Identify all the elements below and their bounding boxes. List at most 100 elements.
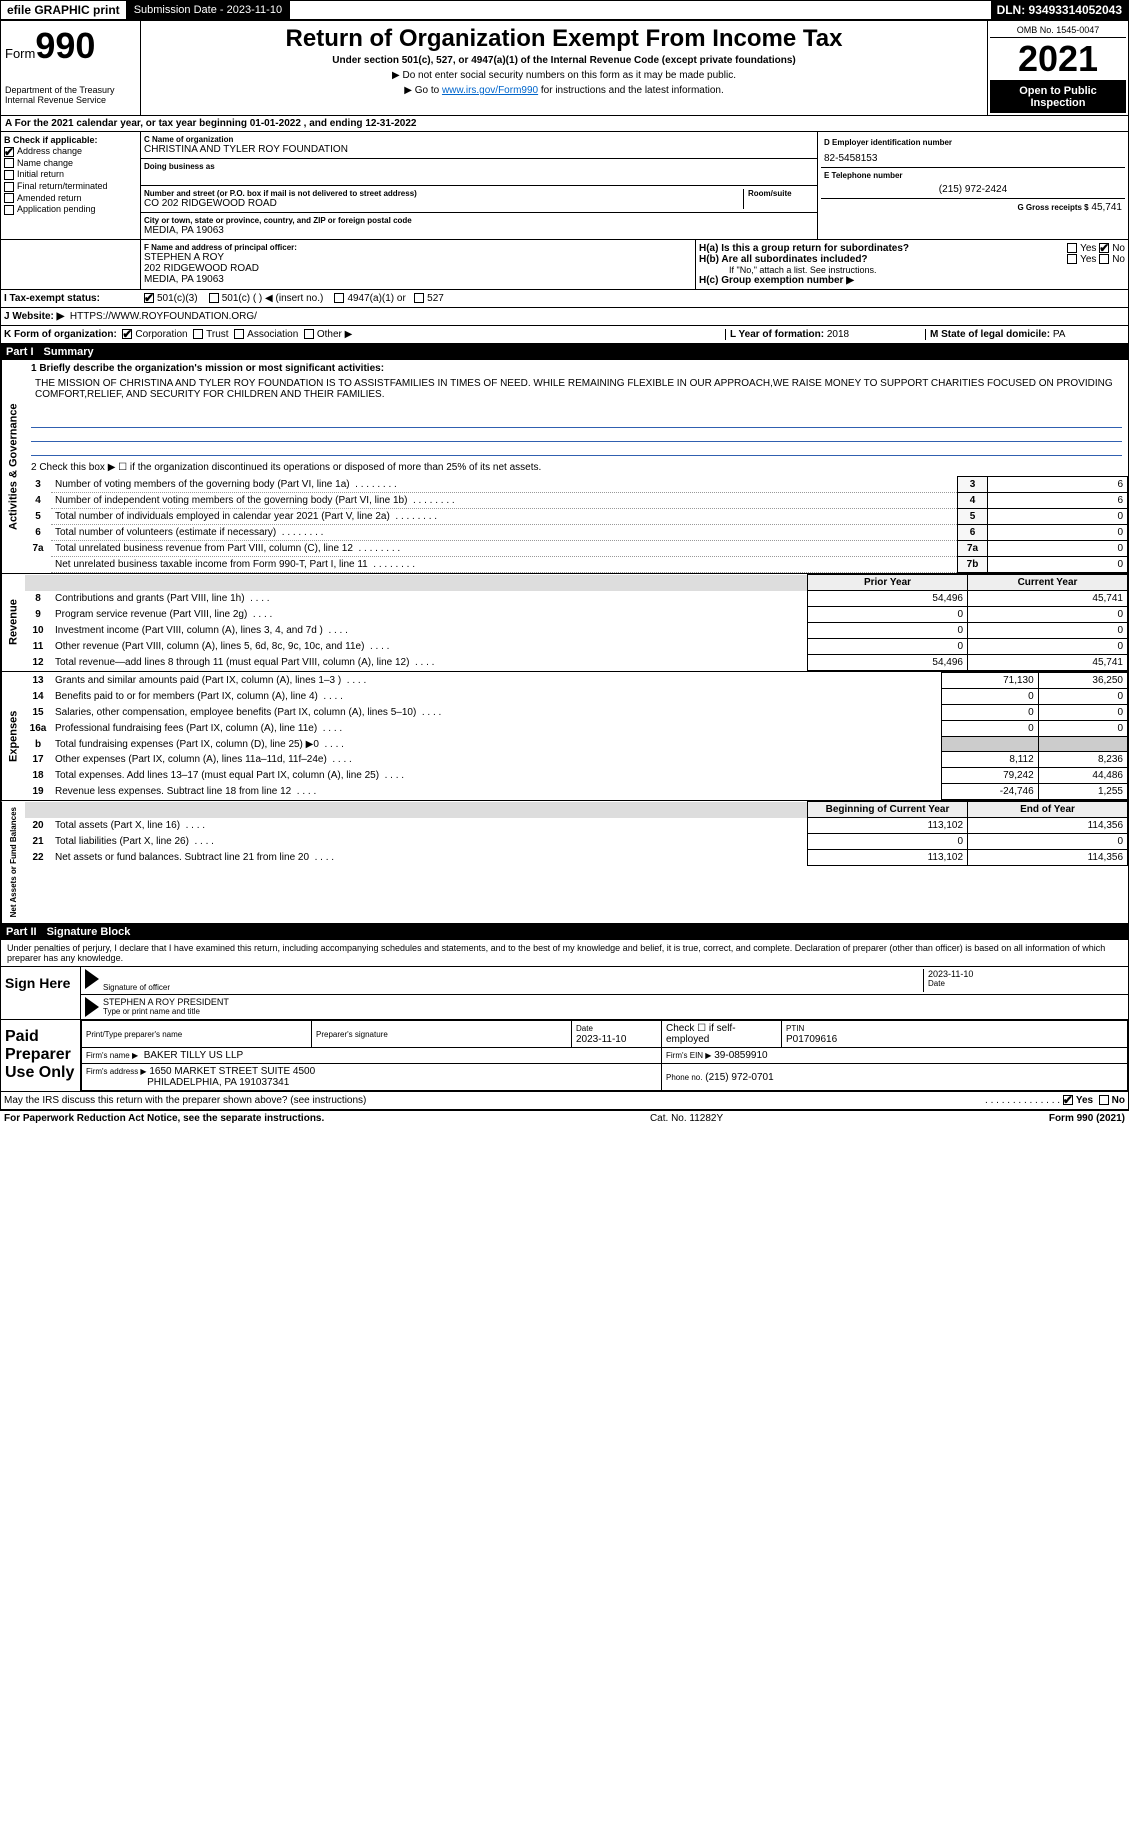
domicile-state: PA <box>1053 329 1066 340</box>
website-value: HTTPS://WWW.ROYFOUNDATION.ORG/ <box>70 311 257 322</box>
side-expenses: Expenses <box>1 672 25 800</box>
sig-date: 2023-11-10 <box>928 969 1124 979</box>
ha-yes-checkbox[interactable] <box>1067 243 1077 253</box>
may-irs-row: May the IRS discuss this return with the… <box>0 1092 1129 1110</box>
omb-number: OMB No. 1545-0047 <box>990 23 1126 38</box>
sig-officer-label: Signature of officer <box>103 983 923 992</box>
netassets-table: Beginning of Current YearEnd of Year20To… <box>25 801 1128 866</box>
submission-date: Submission Date - 2023-11-10 <box>126 1 290 19</box>
part-1-num: Part I <box>6 346 34 358</box>
phone-value: (215) 972-0701 <box>705 1072 773 1083</box>
no-label: No <box>1112 243 1125 254</box>
yes-label: Yes <box>1080 243 1096 254</box>
prep-name-label: Print/Type preparer's name <box>86 1030 182 1039</box>
h-a: H(a) Is this a group return for subordin… <box>699 243 1125 254</box>
may-irs-text: May the IRS discuss this return with the… <box>4 1095 985 1106</box>
form-990-num: 990 <box>35 25 95 66</box>
gross-value: 45,741 <box>1091 202 1122 213</box>
irs-link[interactable]: www.irs.gov/Form990 <box>442 85 538 96</box>
paid-preparer-label: Paid Preparer Use Only <box>1 1020 81 1091</box>
firm-ein: 39-0859910 <box>714 1050 767 1061</box>
firm-addr2: PHILADELPHIA, PA 191037341 <box>147 1077 289 1088</box>
block-b-title: B Check if applicable: <box>4 135 137 145</box>
footer-mid: Cat. No. 11282Y <box>650 1113 723 1124</box>
ptin-value: P01709616 <box>786 1034 837 1045</box>
org-city: MEDIA, PA 19063 <box>144 225 814 236</box>
part-1-title: Summary <box>44 346 94 358</box>
dept-label: Department of the Treasury <box>5 85 136 95</box>
ha-no-checkbox[interactable] <box>1099 243 1109 253</box>
officer-row: F Name and address of principal officer:… <box>0 240 1129 290</box>
h-a-text: H(a) Is this a group return for subordin… <box>699 243 909 254</box>
prep-date: 2023-11-10 <box>576 1034 626 1045</box>
paid-preparer-block: Paid Preparer Use Only Print/Type prepar… <box>0 1020 1129 1092</box>
hb-yes-checkbox[interactable] <box>1067 254 1077 264</box>
dln-label: DLN: 93493314052043 <box>991 1 1128 19</box>
form-number: Form990 <box>5 25 136 67</box>
527-checkbox[interactable] <box>414 293 424 303</box>
org-info-row: B Check if applicable: Address changeNam… <box>0 132 1129 240</box>
tel-label: E Telephone number <box>824 171 1122 180</box>
efile-label: efile GRAPHIC print <box>1 1 126 19</box>
tel-value: (215) 972-2424 <box>824 184 1122 195</box>
expense-block: Expenses 13Grants and similar amounts pa… <box>0 672 1129 801</box>
prep-date-label: Date <box>576 1024 593 1033</box>
501c3-checkbox[interactable] <box>144 293 154 303</box>
perjury-text: Under penalties of perjury, I declare th… <box>0 940 1129 966</box>
mayirs-no-checkbox[interactable] <box>1099 1095 1109 1105</box>
ein-label: D Employer identification number <box>824 138 1122 147</box>
date-label: Date <box>928 979 1124 988</box>
other-checkbox[interactable] <box>304 329 314 339</box>
firm-addr-label: Firm's address ▶ <box>86 1067 147 1076</box>
irs-label: Internal Revenue Service <box>5 95 136 105</box>
room-label: Room/suite <box>748 189 814 198</box>
line-j-label: J Website: ▶ <box>4 311 64 322</box>
line-k-label: K Form of organization: <box>4 329 117 340</box>
checkbox[interactable] <box>4 147 14 157</box>
checkbox[interactable] <box>4 158 14 168</box>
mayirs-yes-checkbox[interactable] <box>1063 1095 1073 1105</box>
form-subtitle: Under section 501(c), 527, or 4947(a)(1)… <box>145 55 983 66</box>
part-2-header: Part II Signature Block <box>0 924 1129 940</box>
dba-label: Doing business as <box>144 162 814 171</box>
name-title-label: Type or print name and title <box>103 1007 1124 1016</box>
opt-trust: Trust <box>206 329 228 340</box>
block-c: C Name of organization CHRISTINA AND TYL… <box>141 132 818 239</box>
phone-label: Phone no. <box>666 1073 702 1082</box>
governance-block: Activities & Governance 1 Briefly descri… <box>0 360 1129 574</box>
checkbox-item: Address change <box>4 146 137 157</box>
501c-checkbox[interactable] <box>209 293 219 303</box>
top-bar: efile GRAPHIC print Submission Date - 20… <box>0 0 1129 20</box>
prep-sig-label: Preparer's signature <box>316 1030 388 1039</box>
part-2-num: Part II <box>6 926 37 938</box>
trust-checkbox[interactable] <box>193 329 203 339</box>
firm-addr1: 1650 MARKET STREET SUITE 4500 <box>149 1066 315 1077</box>
checkbox[interactable] <box>4 182 14 192</box>
part-2-title: Signature Block <box>47 926 131 938</box>
mayirs-no: No <box>1112 1095 1125 1106</box>
assoc-checkbox[interactable] <box>234 329 244 339</box>
formation-year: 2018 <box>827 329 849 340</box>
revenue-table: Prior YearCurrent Year8Contributions and… <box>25 574 1128 671</box>
corp-checkbox[interactable] <box>122 329 132 339</box>
line-i-label: I Tax-exempt status: <box>4 293 100 304</box>
q1-label: 1 Briefly describe the organization's mi… <box>31 363 384 374</box>
form-note-1: ▶ Do not enter social security numbers o… <box>145 70 983 81</box>
officer-name: STEPHEN A ROY <box>144 252 692 263</box>
firm-ein-label: Firm's EIN ▶ <box>666 1051 711 1060</box>
part-1-header: Part I Summary <box>0 344 1129 360</box>
revenue-block: Revenue Prior YearCurrent Year8Contribut… <box>0 574 1129 672</box>
checkbox[interactable] <box>4 205 14 215</box>
governance-table: 3Number of voting members of the governi… <box>25 476 1128 573</box>
checkbox[interactable] <box>4 170 14 180</box>
page-footer: For Paperwork Reduction Act Notice, see … <box>0 1110 1129 1126</box>
checkbox[interactable] <box>4 193 14 203</box>
hb-no-checkbox[interactable] <box>1099 254 1109 264</box>
opt-501c: 501(c) ( ) ◀ (insert no.) <box>222 293 324 304</box>
no-label-2: No <box>1112 254 1125 265</box>
line-l-label: L Year of formation: <box>730 329 824 340</box>
4947-checkbox[interactable] <box>334 293 344 303</box>
line-j: J Website: ▶ HTTPS://WWW.ROYFOUNDATION.O… <box>0 308 1129 326</box>
section-a: A For the 2021 calendar year, or tax yea… <box>0 116 1129 132</box>
ptin-label: PTIN <box>786 1024 804 1033</box>
